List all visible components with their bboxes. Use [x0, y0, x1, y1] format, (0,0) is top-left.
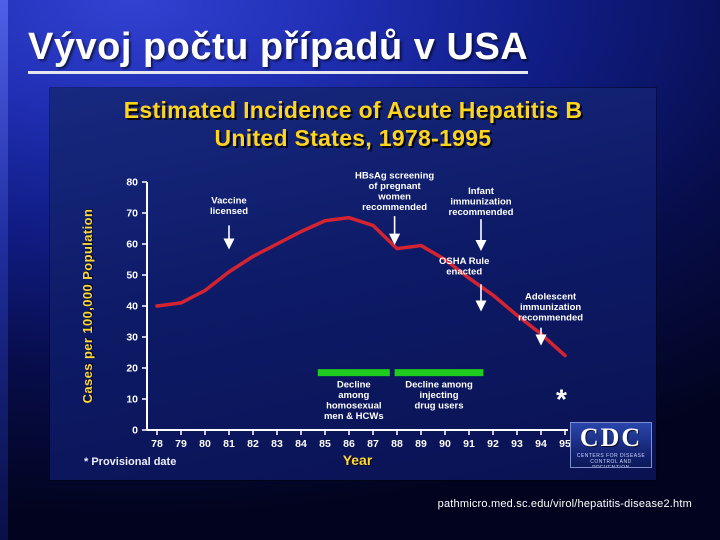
- chart-title: Estimated Incidence of Acute Hepatitis B…: [50, 96, 656, 152]
- svg-text:0: 0: [132, 425, 138, 437]
- svg-text:80: 80: [199, 438, 211, 450]
- svg-text:89: 89: [415, 438, 427, 450]
- source-url: pathmicro.med.sc.edu/virol/hepatitis-dis…: [437, 498, 692, 510]
- svg-text:drug users: drug users: [414, 401, 463, 412]
- svg-text:men & HCWs: men & HCWs: [324, 411, 384, 422]
- svg-text:10: 10: [126, 394, 138, 406]
- svg-text:recommended: recommended: [362, 202, 427, 213]
- svg-text:95: 95: [559, 438, 571, 450]
- svg-text:86: 86: [343, 438, 355, 450]
- svg-text:90: 90: [439, 438, 451, 450]
- svg-text:94: 94: [535, 438, 547, 450]
- svg-text:50: 50: [126, 270, 138, 282]
- chart-title-line1: Estimated Incidence of Acute Hepatitis B: [123, 97, 583, 123]
- svg-text:84: 84: [295, 438, 307, 450]
- svg-text:of pregnant: of pregnant: [368, 181, 421, 192]
- svg-text:Decline: Decline: [337, 380, 371, 391]
- svg-text:88: 88: [391, 438, 403, 450]
- svg-text:92: 92: [487, 438, 499, 450]
- chart-title-line2: United States, 1978-1995: [214, 125, 492, 151]
- svg-text:Decline among: Decline among: [405, 380, 473, 391]
- svg-text:Adolescent: Adolescent: [525, 292, 577, 303]
- provisional-footnote: * Provisional date: [84, 456, 177, 468]
- svg-text:*: *: [556, 383, 567, 414]
- cdc-logo-acronym: CDC: [579, 423, 643, 452]
- svg-text:20: 20: [126, 363, 138, 375]
- slide-title-text: Vývoj počtu případů v USA: [28, 26, 529, 74]
- svg-text:HBsAg screening: HBsAg screening: [355, 171, 434, 182]
- svg-text:recommended: recommended: [518, 313, 583, 324]
- svg-text:40: 40: [126, 301, 138, 313]
- svg-text:OSHA Rule: OSHA Rule: [439, 256, 489, 267]
- svg-text:enacted: enacted: [446, 266, 482, 277]
- svg-text:80: 80: [126, 177, 138, 189]
- slide-edge-accent: [0, 0, 8, 540]
- svg-text:Infant: Infant: [468, 186, 495, 197]
- svg-text:83: 83: [271, 438, 283, 450]
- cdc-logo: CDC CENTERS FOR DISEASE CONTROL AND PREV…: [570, 422, 652, 468]
- svg-text:87: 87: [367, 438, 379, 450]
- svg-text:85: 85: [319, 438, 331, 450]
- svg-text:82: 82: [247, 438, 259, 450]
- svg-text:among: among: [338, 390, 369, 401]
- svg-text:78: 78: [151, 438, 163, 450]
- svg-text:Vaccine: Vaccine: [211, 195, 246, 206]
- svg-text:70: 70: [126, 208, 138, 220]
- svg-text:recommended: recommended: [449, 207, 514, 218]
- y-axis-label: Cases per 100,000 Population: [80, 208, 95, 404]
- svg-text:93: 93: [511, 438, 523, 450]
- cdc-logo-caption: CENTERS FOR DISEASE CONTROL AND PREVENTI…: [576, 453, 646, 468]
- svg-text:81: 81: [223, 438, 235, 450]
- hepatitis-chart-image: 0 10 20 30 40 50 60 70 80 78 79 80 81 82 83 84 85 86 87 88 8…: [50, 88, 656, 480]
- hepatitis-plot: 0 10 20 30 40 50 60 70 80 78 79 80 81 82 83 84 85 86 87 88 8…: [126, 171, 583, 450]
- svg-text:immunization: immunization: [450, 197, 511, 208]
- svg-text:homosexual: homosexual: [326, 401, 381, 412]
- svg-text:91: 91: [463, 438, 475, 450]
- slide-title: Vývoj počtu případů v USA: [28, 26, 529, 74]
- svg-text:licensed: licensed: [210, 206, 248, 217]
- svg-text:injecting: injecting: [419, 390, 458, 401]
- svg-text:immunization: immunization: [520, 302, 581, 313]
- x-axis-label: Year: [342, 452, 373, 468]
- svg-text:women: women: [377, 192, 411, 203]
- svg-text:30: 30: [126, 332, 138, 344]
- svg-text:79: 79: [175, 438, 187, 450]
- svg-text:60: 60: [126, 239, 138, 251]
